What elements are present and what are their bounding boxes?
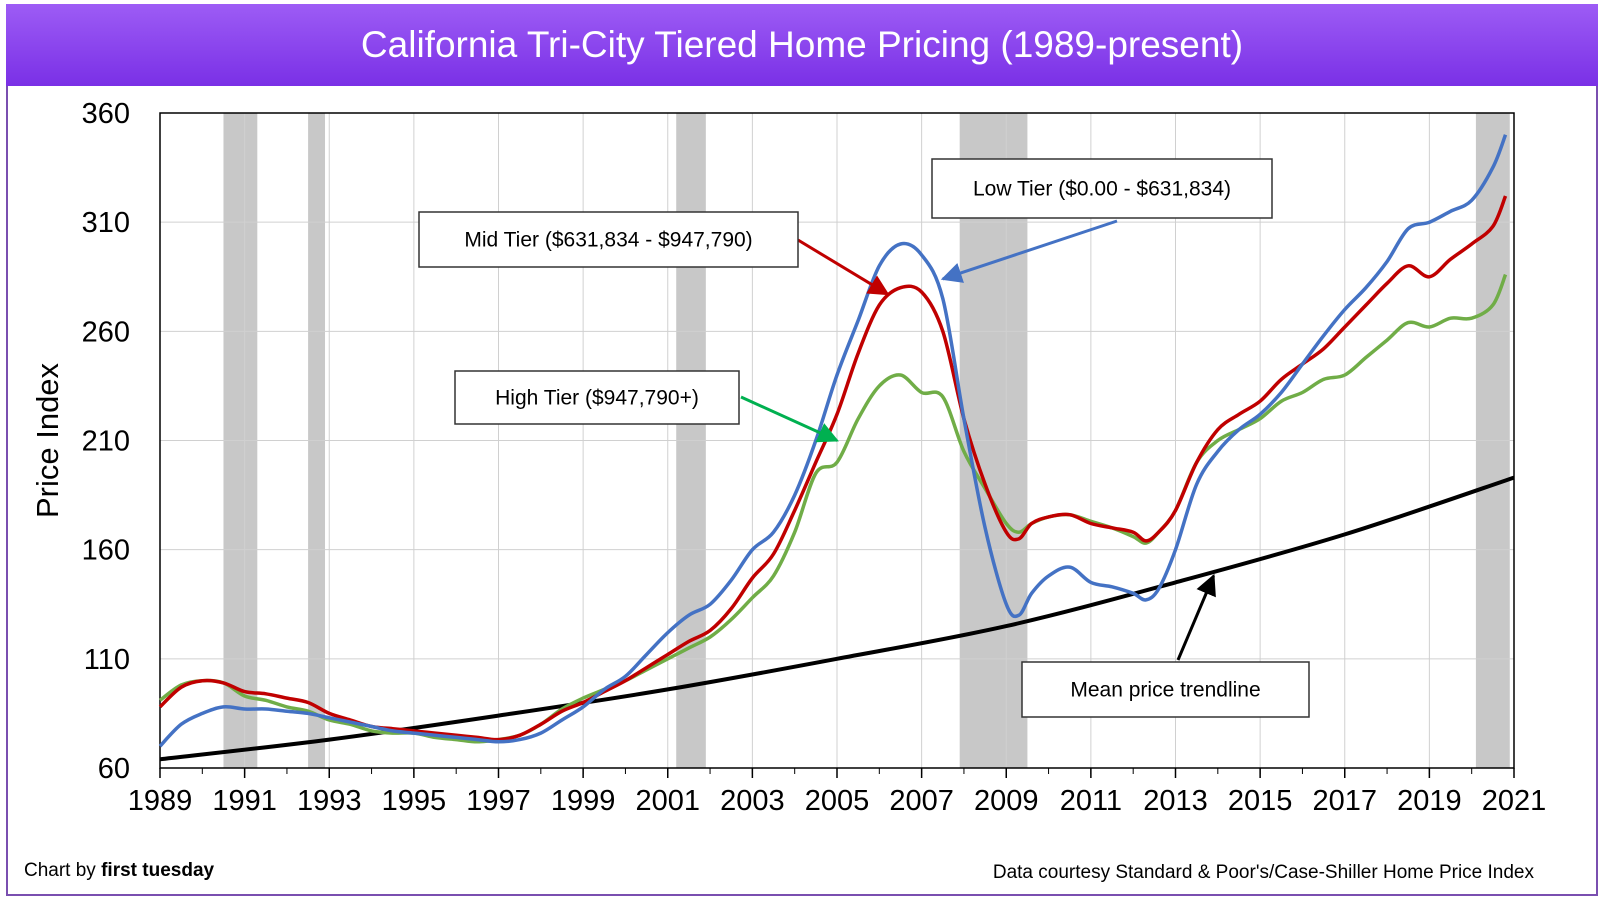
- annotation-label-low: Low Tier ($0.00 - $631,834): [973, 178, 1231, 201]
- x-tick-label: 1999: [551, 785, 616, 817]
- x-tick-label: 2021: [1482, 785, 1547, 817]
- y-tick-label: 210: [82, 426, 130, 458]
- y-tick-label: 310: [82, 207, 130, 239]
- y-tick-label: 360: [82, 98, 130, 130]
- annotation-label-mid: Mid Tier ($631,834 - $947,790): [464, 229, 752, 252]
- annotation-arrow-high: [740, 395, 839, 443]
- y-tick-label: 260: [82, 316, 130, 348]
- annotation-box-mid: [418, 211, 799, 268]
- annotation-box-trend: [1021, 661, 1310, 718]
- x-tick-label: 1993: [297, 785, 362, 817]
- x-axis: 1989 1991 1993 1995 1997 1999 2001 2003 2005 2007…: [128, 768, 1547, 817]
- y-tick-label: 60: [98, 753, 130, 785]
- annotation-box-low: [931, 158, 1273, 219]
- x-tick-label: 2017: [1312, 785, 1377, 817]
- x-tick-label: 1989: [128, 785, 193, 817]
- y-tick-label: 110: [84, 644, 130, 676]
- x-tick-label: 2019: [1397, 785, 1462, 817]
- data-source: Data courtesy Standard & Poor's/Case-Shi…: [992, 862, 1534, 883]
- annotation-label-high: High Tier ($947,790+): [495, 387, 699, 410]
- annotations: Low Tier ($0.00 - $631,834) Mid Tier ($63…: [418, 158, 1310, 718]
- x-tick-label: 2009: [974, 785, 1039, 817]
- x-tick-label: 2011: [1060, 785, 1122, 817]
- x-tick-label: 2007: [889, 785, 954, 817]
- series-line-mid: [158, 195, 1508, 742]
- x-tick-label: 2001: [635, 785, 700, 817]
- annotation-label-trend: Mean price trendline: [1070, 679, 1260, 702]
- x-tick-label: 2005: [805, 785, 870, 817]
- x-tick-label: 1991: [212, 785, 277, 817]
- y-axis-label: Price Index: [30, 362, 65, 518]
- chart-credit: Chart by first tuesday: [24, 860, 215, 881]
- series-line-high: [158, 273, 1508, 744]
- x-tick-label: 1997: [466, 785, 531, 817]
- annotation-arrow-mid: [797, 238, 890, 296]
- series-line-low: [158, 134, 1508, 748]
- annotation-arrow-trend: [1176, 573, 1216, 661]
- x-tick-label: 1995: [382, 785, 447, 817]
- annotation-arrow-low: [940, 219, 1118, 283]
- chart-title: California Tri-City Tiered Home Pricing …: [6, 4, 1598, 86]
- x-tick-label: 2013: [1143, 785, 1208, 817]
- series-lines: [158, 134, 1515, 762]
- x-tick-label: 2003: [720, 785, 785, 817]
- brand-name: first tuesday: [101, 860, 215, 881]
- y-axis: 60 110 160 210 260 310 360: [82, 98, 130, 785]
- x-tick-label: 2015: [1228, 785, 1293, 817]
- annotation-box-high: [454, 370, 740, 425]
- y-tick-label: 160: [82, 535, 130, 567]
